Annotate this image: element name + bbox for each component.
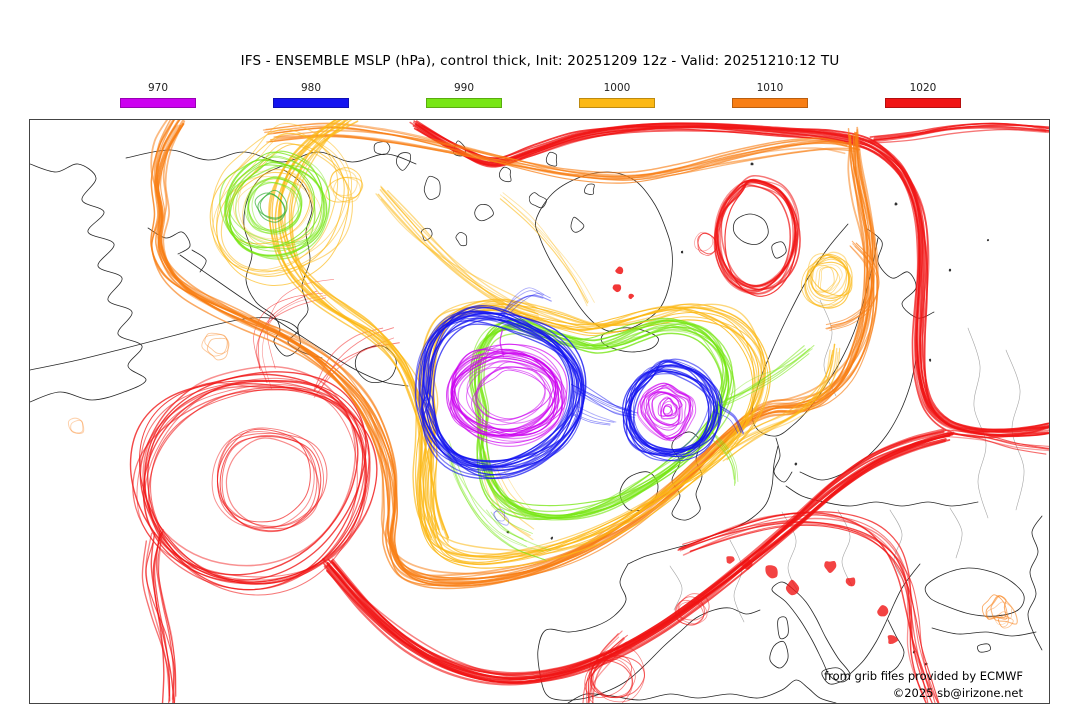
legend-item-1000: 1000 xyxy=(579,82,655,108)
legend-label: 980 xyxy=(300,82,322,94)
legend-item-990: 990 xyxy=(426,82,502,108)
legend-label: 1000 xyxy=(603,82,631,94)
legend-swatch xyxy=(426,98,502,108)
legend-swatch xyxy=(579,98,655,108)
legend-swatch xyxy=(732,98,808,108)
legend: 970 980 990 1000 1010 1020 xyxy=(120,82,961,108)
legend-swatch xyxy=(273,98,349,108)
contour-layer-1020 xyxy=(129,120,1049,703)
legend-item-970: 970 xyxy=(120,82,196,108)
legend-label: 1010 xyxy=(756,82,784,94)
legend-item-1020: 1020 xyxy=(885,82,961,108)
legend-swatch xyxy=(120,98,196,108)
credit-copyright: ©2025 sb@irizone.net xyxy=(892,686,1023,700)
legend-label: 970 xyxy=(147,82,169,94)
contour-layer-980 xyxy=(414,287,744,526)
map-canvas xyxy=(30,120,1049,703)
legend-item-1010: 1010 xyxy=(732,82,808,108)
credit-ecmwf: from grib files provided by ECMWF xyxy=(824,669,1023,683)
legend-label: 990 xyxy=(453,82,475,94)
legend-label: 1020 xyxy=(909,82,937,94)
contour-layer-970 xyxy=(446,328,697,448)
contour-layer-1010 xyxy=(67,120,1018,629)
legend-swatch xyxy=(885,98,961,108)
map-frame: from grib files provided by ECMWF ©2025 … xyxy=(29,119,1050,704)
legend-item-980: 980 xyxy=(273,82,349,108)
chart-title: IFS - ENSEMBLE MSLP (hPa), control thick… xyxy=(240,53,840,69)
